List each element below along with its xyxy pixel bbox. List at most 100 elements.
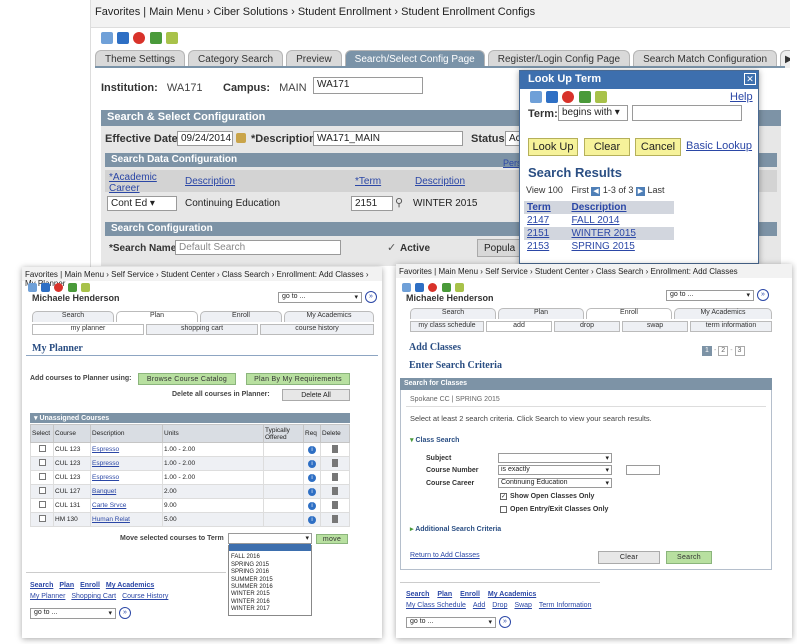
term-option[interactable]: SUMMER 2016	[231, 584, 273, 591]
refresh-icon[interactable]	[428, 283, 438, 293]
return-link[interactable]: Return to Add Classes	[410, 552, 480, 559]
select-checkbox[interactable]	[38, 473, 46, 480]
col-term[interactable]: *Term	[355, 176, 382, 187]
refresh-icon[interactable]	[54, 283, 64, 293]
term-option[interactable]: SPRING 2016	[231, 569, 270, 576]
lookup-magnifier-icon[interactable]: ⚲	[395, 197, 404, 209]
open-entry-checkbox[interactable]	[500, 506, 507, 513]
crumb-self-service[interactable]: Self Service	[485, 267, 528, 276]
crumb-student-center[interactable]: Student Center	[534, 267, 589, 276]
footer-enroll-link[interactable]: Enroll	[80, 582, 100, 589]
info-icon[interactable]: i	[308, 515, 316, 524]
wand-icon[interactable]	[530, 91, 542, 103]
subtab-term-information[interactable]: term information	[690, 321, 772, 332]
select-checkbox[interactable]	[38, 515, 46, 522]
footer-goto-select[interactable]: go to ... ▾	[406, 617, 496, 628]
result-desc-link[interactable]: SPRING 2015	[571, 241, 635, 252]
course-desc-link[interactable]: Carte Srvce	[92, 502, 127, 509]
gear-icon[interactable]	[441, 283, 451, 293]
tab-plan[interactable]: Plan	[116, 311, 198, 322]
active-checkbox[interactable]: ✓	[387, 242, 397, 254]
course-desc-link[interactable]: Espresso	[92, 446, 120, 453]
crumb-self-service[interactable]: Self Service	[111, 270, 154, 279]
eff-date-input[interactable]: 09/24/2014	[177, 131, 233, 146]
crumb-ciber[interactable]: Ciber Solutions	[213, 6, 289, 18]
info-icon[interactable]	[546, 91, 559, 103]
footer-my-planner-link[interactable]: My Planner	[30, 593, 66, 600]
info-icon[interactable]	[41, 283, 51, 293]
notepad-icon[interactable]	[594, 91, 607, 103]
notepad-icon[interactable]	[80, 283, 90, 293]
career-select[interactable]: Cont Ed ▾	[107, 196, 177, 211]
footer-goto-select[interactable]: go to ... ▾	[30, 608, 116, 619]
footer-enroll-link[interactable]: Enroll	[460, 591, 480, 598]
footer-academics-link[interactable]: My Academics	[487, 591, 537, 598]
next-arrow-icon[interactable]: ▶	[635, 187, 645, 196]
result-desc-link[interactable]: WINTER 2015	[571, 228, 636, 239]
course-desc-link[interactable]: Banquet	[92, 488, 117, 495]
first-link[interactable]: First	[571, 185, 589, 195]
tab-category-search[interactable]: Category Search	[188, 50, 284, 68]
personalize-link[interactable]: Pers	[503, 158, 522, 168]
go-arrow-icon[interactable]: »	[757, 289, 769, 301]
course-career-select[interactable]: Continuing Education ▾	[498, 478, 612, 488]
refresh-icon[interactable]	[133, 32, 146, 44]
gear-icon[interactable]	[578, 91, 591, 103]
prev-arrow-icon[interactable]: ◀	[591, 187, 601, 196]
term-option[interactable]: SPRING 2015	[231, 561, 270, 568]
select-checkbox[interactable]	[38, 445, 46, 452]
col-description-1[interactable]: Description	[185, 176, 236, 187]
info-icon[interactable]: i	[308, 501, 316, 510]
term-option[interactable]: SUMMER 2015	[231, 576, 273, 583]
info-icon[interactable]	[415, 283, 425, 293]
view-100-link[interactable]: View 100	[526, 185, 563, 195]
wand-icon[interactable]	[101, 32, 113, 44]
crumb-add-classes[interactable]: Enrollment: Add Classes	[650, 267, 738, 276]
course-number-operator[interactable]: is exactly ▾	[498, 465, 612, 475]
operator-select[interactable]: begins with ▾	[558, 105, 628, 121]
info-icon[interactable]	[117, 32, 130, 44]
footer-swap-link[interactable]: Swap	[514, 602, 532, 609]
clear-button[interactable]: Clear	[598, 551, 660, 564]
trash-icon[interactable]	[332, 458, 338, 467]
tab-my-academics[interactable]: My Academics	[284, 311, 374, 322]
footer-course-history-link[interactable]: Course History	[122, 593, 169, 600]
footer-term-info-link[interactable]: Term Information	[538, 602, 592, 609]
term-select[interactable]: ▾	[228, 533, 312, 544]
tab-search[interactable]: Search	[32, 311, 114, 322]
subtab-shopping-cart[interactable]: shopping cart	[146, 324, 258, 335]
tab-preview[interactable]: Preview	[286, 50, 342, 68]
delete-all-button[interactable]: Delete All	[282, 389, 350, 401]
course-desc-link[interactable]: Espresso	[92, 460, 120, 467]
class-search-toggle[interactable]: ▾ Class Search	[410, 437, 460, 444]
subtab-swap[interactable]: swap	[622, 321, 688, 332]
trash-icon[interactable]	[332, 500, 338, 509]
trash-icon[interactable]	[332, 472, 338, 481]
crumb-class-search[interactable]: Class Search	[221, 270, 270, 279]
crumb-configs[interactable]: Student Enrollment Configs	[401, 6, 536, 18]
crumb-student-enrollment[interactable]: Student Enrollment	[297, 6, 392, 18]
refresh-icon[interactable]	[562, 91, 575, 103]
result-term-link[interactable]: 2151	[527, 228, 550, 239]
col-term-header[interactable]: Term	[527, 202, 551, 213]
footer-shopping-cart-link[interactable]: Shopping Cart	[71, 593, 117, 600]
go-arrow-icon[interactable]: »	[499, 616, 511, 628]
term-option[interactable]: WINTER 2016	[231, 598, 270, 605]
trash-icon[interactable]	[332, 486, 338, 495]
crumb-favorites[interactable]: Favorites	[95, 6, 141, 18]
cancel-button[interactable]: Cancel	[635, 138, 681, 156]
info-icon[interactable]: i	[308, 487, 316, 496]
go-arrow-icon[interactable]: »	[365, 291, 377, 303]
description-input[interactable]: WA171_MAIN	[313, 131, 463, 146]
select-checkbox[interactable]	[38, 487, 46, 494]
term-input[interactable]: 2151	[351, 196, 393, 211]
crumb-main-menu[interactable]: Main Menu	[64, 270, 105, 279]
course-desc-link[interactable]: Espresso	[92, 474, 120, 481]
footer-plan-link[interactable]: Plan	[59, 582, 75, 589]
footer-plan-link[interactable]: Plan	[437, 591, 453, 598]
crumb-student-center[interactable]: Student Center	[160, 270, 215, 279]
notepad-icon[interactable]	[165, 32, 178, 44]
term-option[interactable]: FALL 2016	[231, 554, 260, 561]
campus-input[interactable]: WA171	[313, 77, 423, 94]
tab-my-academics[interactable]: My Academics	[674, 308, 772, 319]
